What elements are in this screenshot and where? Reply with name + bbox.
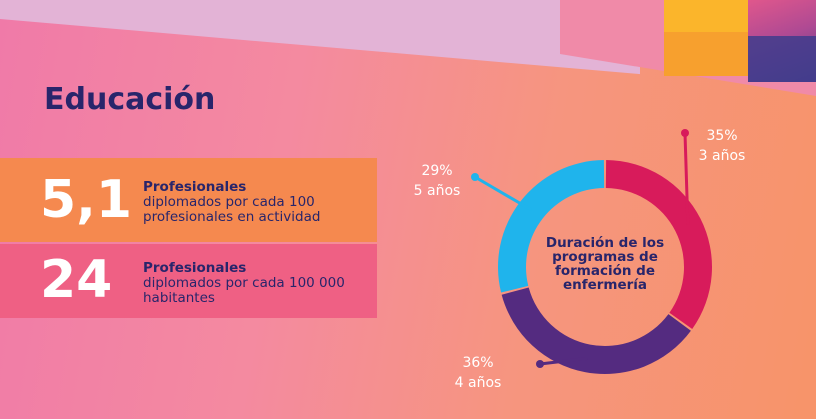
leader-dot [471, 173, 479, 181]
leader-dot [536, 360, 544, 368]
stat-label: Profesionales [143, 179, 247, 195]
chart-title-line: Duración de los [546, 235, 664, 251]
donut-labels: 35% 3 años 36% 4 años 29% 5 años [414, 128, 746, 391]
leader-dot [681, 129, 689, 137]
decorative-orange-block [664, 32, 748, 76]
slice-percent-label: 36% [462, 355, 493, 371]
stat-band-per-inhabitants: 24 Profesionales diplomados por cada 100… [0, 244, 377, 318]
stat-band-per-professionals: 5,1 Profesionales diplomados por cada 10… [0, 158, 377, 242]
page-title: Educación [44, 82, 216, 117]
leader-line [683, 132, 690, 225]
leader-line [474, 175, 533, 212]
background-lavender-shape [0, 0, 640, 75]
donut-center-title: Duración de los programas de formación d… [546, 235, 664, 293]
leader-line [539, 356, 588, 366]
stat-text: Profesionales diplomados por cada 100 00… [143, 261, 363, 306]
donut-chart: 35% 3 años 36% 4 años 29% 5 años Duración de … [414, 128, 746, 391]
donut-slice [501, 287, 691, 374]
chart-title-line: enfermería [563, 277, 647, 293]
stat-number: 5,1 [40, 170, 133, 230]
donut-segments [498, 160, 712, 374]
slice-duration-label: 4 años [455, 375, 502, 391]
stat-number: 24 [40, 250, 113, 310]
donut-slice [498, 160, 605, 293]
stat-label: Profesionales [143, 260, 247, 276]
decorative-dark-block [748, 36, 816, 82]
chart-title-line: programas de [552, 249, 658, 265]
donut-slice [605, 160, 712, 329]
slice-percent-label: 35% [706, 128, 737, 144]
stat-description: diplomados por cada 100 profesionales en… [143, 194, 321, 225]
slice-percent-label: 29% [421, 163, 452, 179]
slice-duration-label: 5 años [414, 183, 461, 199]
donut-leader-lines [471, 129, 690, 368]
chart-title-line: formación de [555, 263, 655, 279]
stat-description: diplomados por cada 100 000 habitantes [143, 275, 345, 306]
slice-duration-label: 3 años [699, 148, 746, 164]
stat-text: Profesionales diplomados por cada 100 pr… [143, 180, 363, 225]
